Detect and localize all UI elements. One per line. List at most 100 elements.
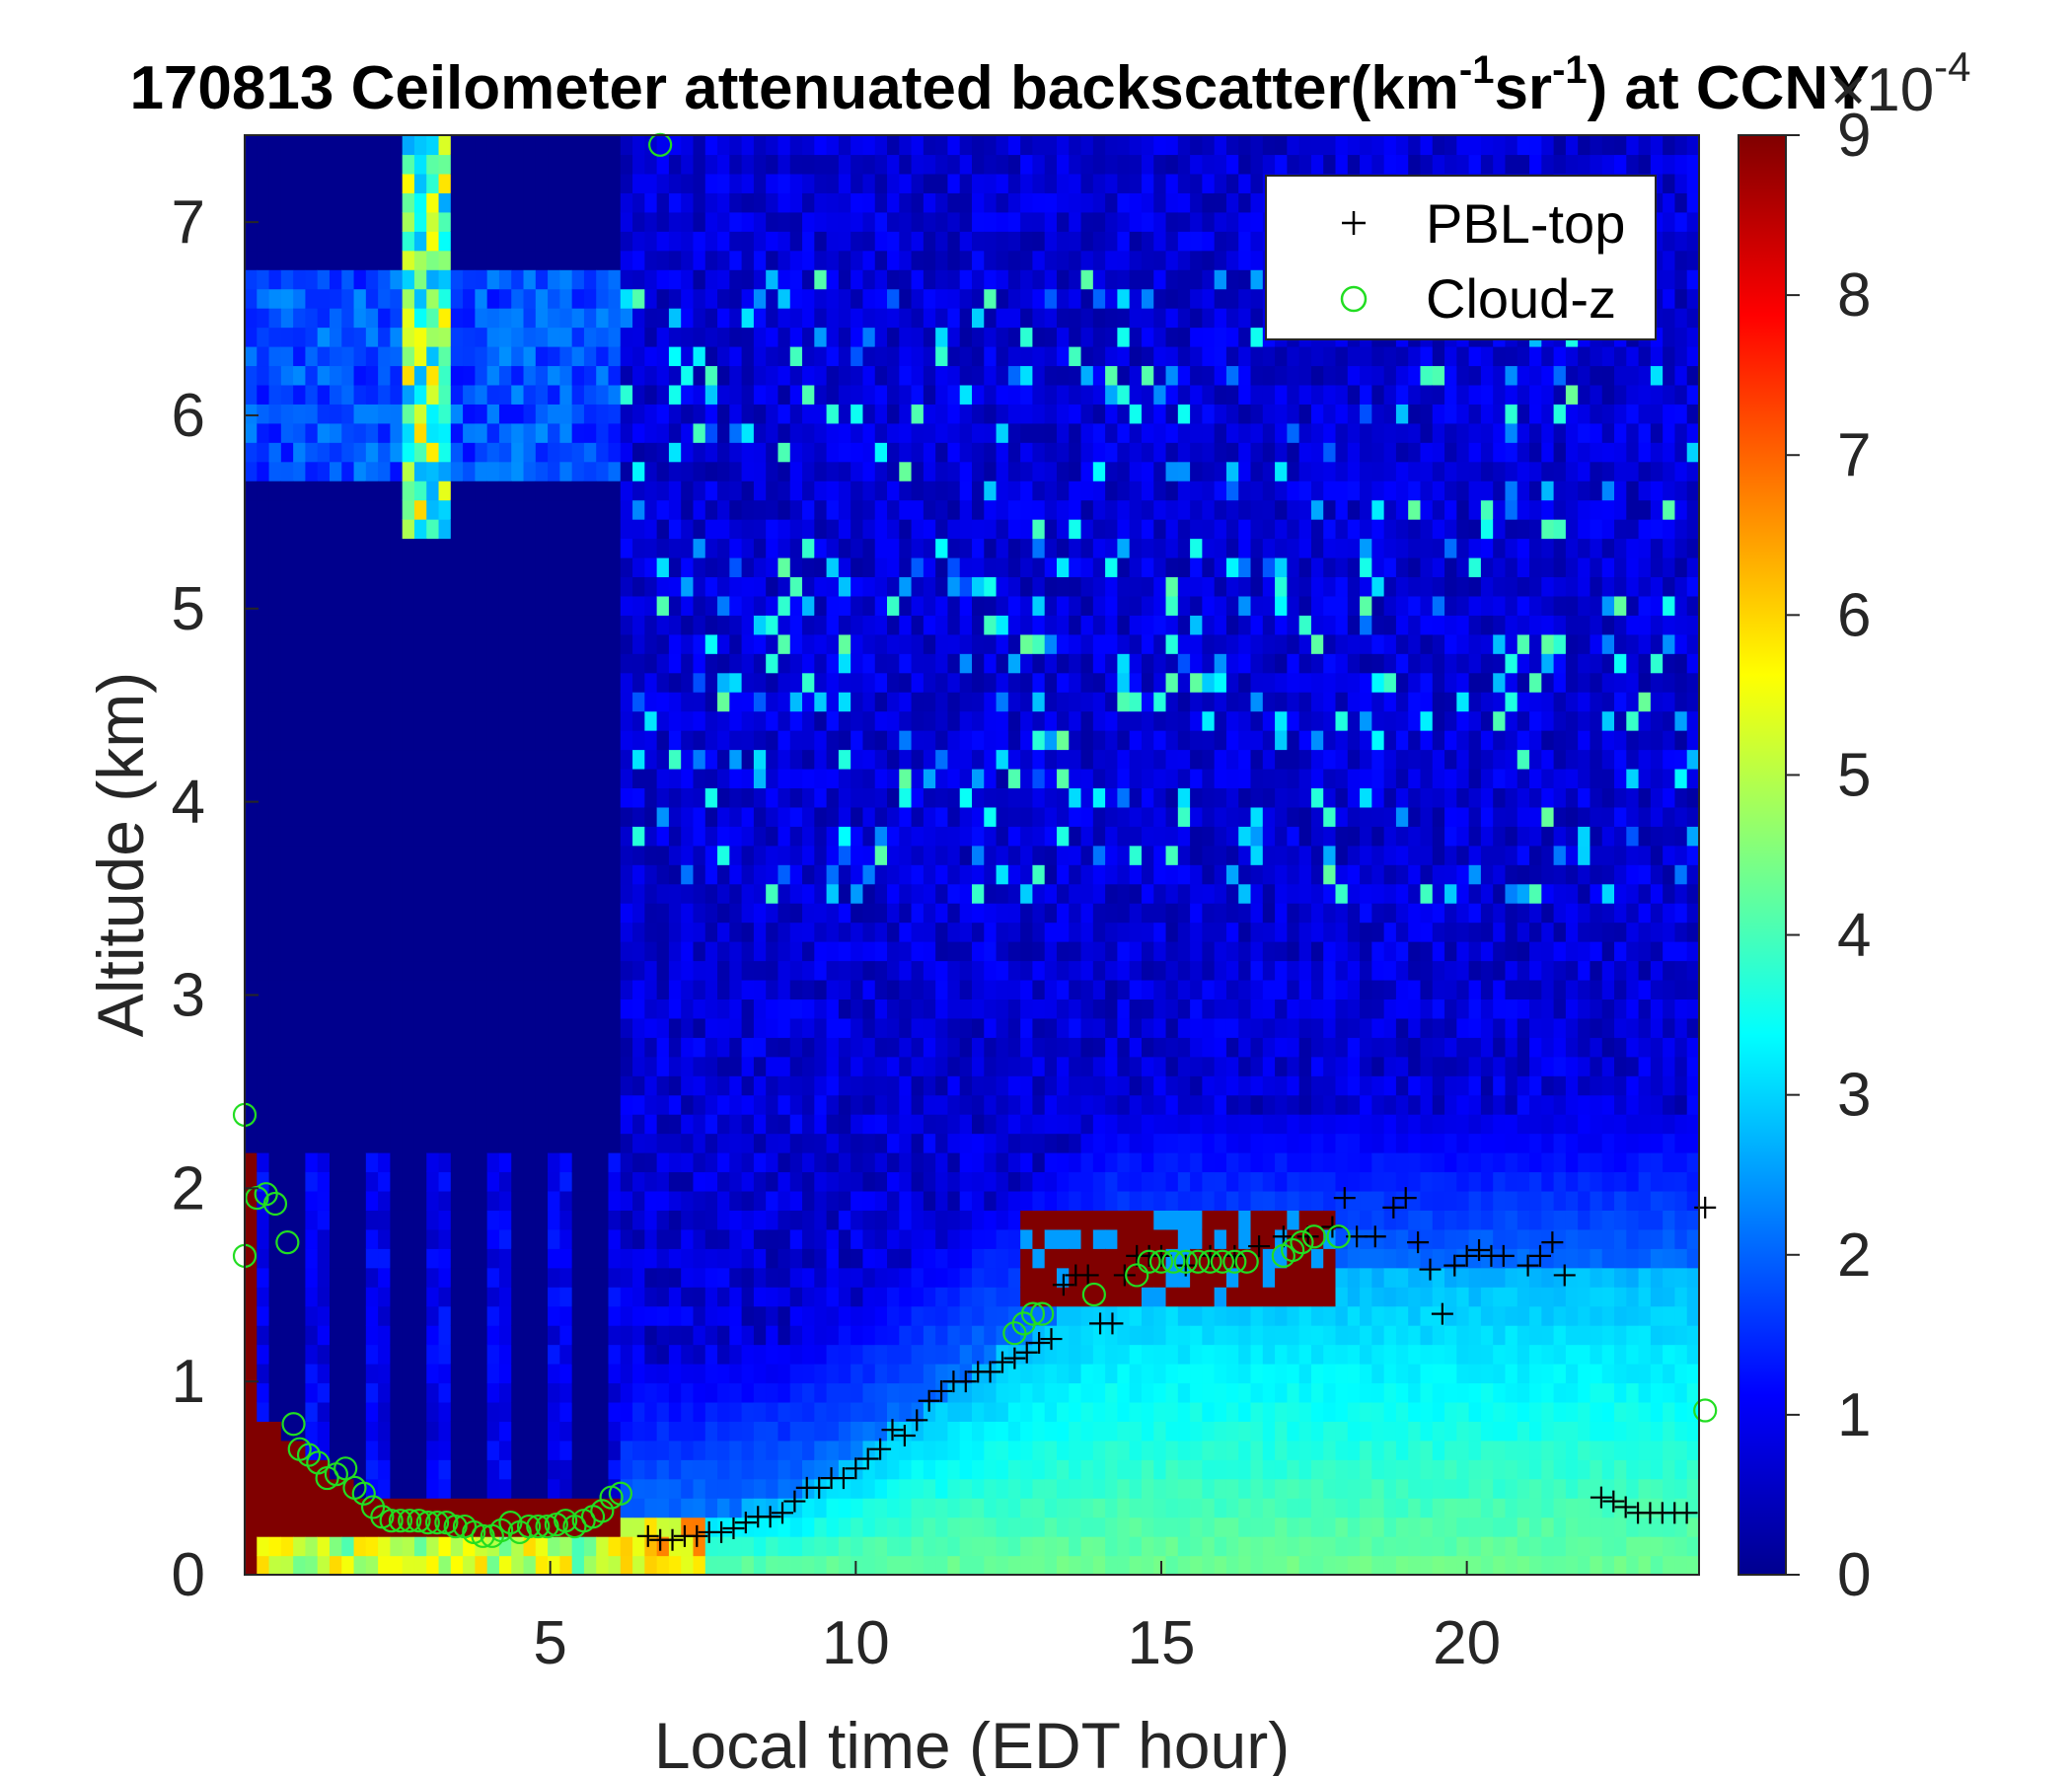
heatmap-cell	[887, 1478, 900, 1499]
heatmap-cell	[438, 384, 452, 405]
heatmap-cell	[681, 231, 695, 252]
heatmap-cell	[486, 192, 500, 213]
heatmap-cell	[511, 308, 525, 329]
heatmap-cell	[559, 1498, 573, 1518]
heatmap-cell	[365, 960, 379, 981]
heatmap-cell	[1007, 1094, 1021, 1115]
heatmap-cell	[365, 633, 379, 654]
heatmap-cell	[1007, 999, 1021, 1019]
heatmap-cell	[341, 922, 355, 942]
heatmap-cell	[777, 1152, 791, 1173]
heatmap-cell	[996, 135, 1009, 156]
heatmap-cell	[620, 556, 633, 578]
heatmap-cell	[463, 556, 476, 578]
heatmap-cell	[583, 538, 597, 558]
heatmap-cell	[426, 710, 440, 731]
heatmap-cell	[353, 576, 367, 597]
heatmap-cell	[293, 173, 307, 193]
heatmap-cell	[741, 384, 755, 405]
heatmap-cell	[947, 154, 961, 175]
heatmap-cell	[426, 1075, 440, 1096]
heatmap-cell	[486, 288, 500, 309]
heatmap-cell	[644, 576, 658, 597]
heatmap-cell	[329, 979, 342, 999]
heatmap-cell	[571, 653, 585, 674]
heatmap-cell	[475, 211, 488, 232]
heatmap-cell	[353, 1133, 367, 1153]
heatmap-cell	[729, 806, 743, 827]
heatmap-cell	[838, 730, 851, 751]
heatmap-cell	[475, 1305, 488, 1326]
heatmap-cell	[947, 1171, 961, 1192]
heatmap-cell	[911, 1228, 925, 1249]
heatmap-cell	[996, 461, 1009, 481]
heatmap-cell	[463, 576, 476, 597]
heatmap-cell	[753, 1325, 767, 1346]
heatmap-cell	[268, 365, 282, 386]
heatmap-cell	[741, 231, 755, 252]
heatmap-cell	[583, 1017, 597, 1038]
heatmap-cell	[862, 135, 876, 156]
heatmap-cell	[620, 308, 633, 329]
heatmap-cell	[305, 1210, 319, 1230]
heatmap-cell	[656, 1287, 670, 1307]
heatmap-cell	[729, 1037, 743, 1058]
heatmap-cell	[608, 615, 622, 635]
heatmap-cell	[923, 1267, 936, 1288]
heatmap-cell	[620, 231, 633, 252]
heatmap-cell	[681, 1382, 695, 1403]
heatmap-cell	[656, 173, 670, 193]
heatmap-cell	[268, 1401, 282, 1422]
heatmap-cell	[450, 1459, 464, 1480]
heatmap-cell	[1007, 864, 1021, 885]
heatmap-cell	[596, 1325, 610, 1346]
heatmap-cell	[802, 960, 815, 981]
heatmap-cell	[390, 1287, 404, 1307]
heatmap-cell	[644, 1287, 658, 1307]
heatmap-cell	[704, 1094, 718, 1115]
heatmap-cell	[899, 903, 913, 924]
heatmap-cell	[874, 384, 888, 405]
heatmap-cell	[704, 1517, 718, 1537]
heatmap-cell	[851, 653, 864, 674]
heatmap-cell	[862, 556, 876, 578]
heatmap-cell	[959, 269, 973, 290]
heatmap-cell	[851, 806, 864, 827]
heatmap-cell	[402, 1440, 415, 1460]
heatmap-cell	[959, 692, 973, 712]
heatmap-cell	[402, 422, 415, 443]
heatmap-cell	[426, 672, 440, 693]
heatmap-cell	[511, 461, 525, 481]
heatmap-cell	[305, 883, 319, 904]
heatmap-cell	[814, 538, 828, 558]
heatmap-cell	[802, 1017, 815, 1038]
heatmap-cell	[378, 883, 391, 904]
heatmap-cell	[838, 1440, 851, 1460]
heatmap-cell	[874, 1228, 888, 1249]
heatmap-cell	[899, 1267, 913, 1288]
heatmap-cell	[717, 481, 730, 501]
heatmap-cell	[353, 1364, 367, 1384]
heatmap-cell	[1044, 692, 1058, 712]
heatmap-cell	[753, 941, 767, 962]
heatmap-cell	[438, 1171, 452, 1192]
heatmap-cell	[668, 1152, 682, 1173]
heatmap-cell	[911, 787, 925, 808]
heatmap-cell	[293, 1555, 307, 1575]
heatmap-cell	[874, 692, 888, 712]
heatmap-cell	[511, 922, 525, 942]
heatmap-cell	[378, 749, 391, 770]
heatmap-cell	[899, 1037, 913, 1058]
heatmap-cell	[620, 135, 633, 156]
heatmap-cell	[693, 1037, 706, 1058]
heatmap-cell	[535, 1210, 549, 1230]
heatmap-cell	[390, 404, 404, 424]
heatmap-cell	[1020, 1056, 1034, 1076]
heatmap-cell	[693, 404, 706, 424]
heatmap-cell	[741, 1190, 755, 1211]
heatmap-cell	[426, 404, 440, 424]
heatmap-cell	[475, 422, 488, 443]
heatmap-cell	[656, 1440, 670, 1460]
heatmap-cell	[596, 922, 610, 942]
heatmap-cell	[741, 442, 755, 463]
